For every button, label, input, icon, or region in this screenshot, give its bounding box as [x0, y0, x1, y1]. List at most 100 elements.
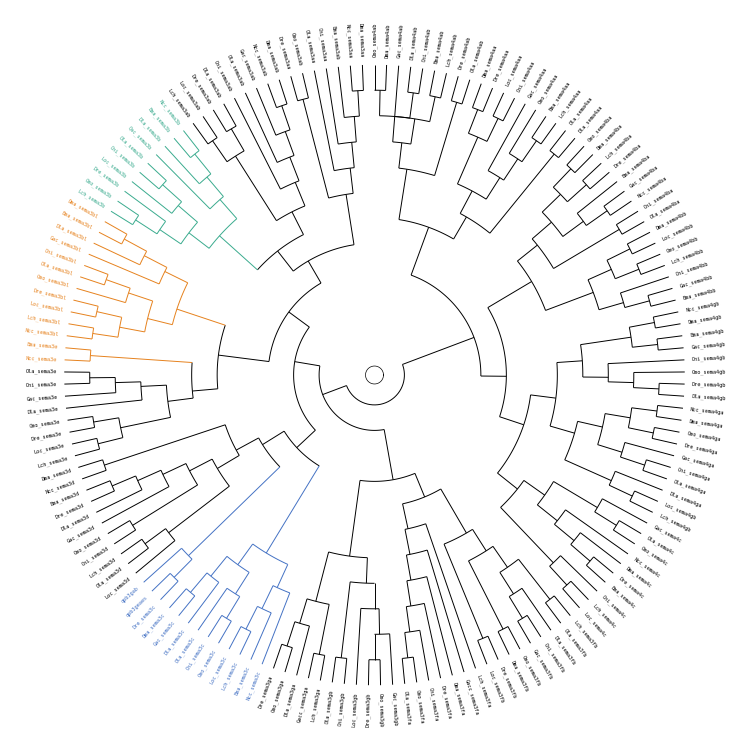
- Text: Oni_sema3c: Oni_sema3c: [185, 642, 207, 671]
- Text: Lch_sema3e: Lch_sema3e: [37, 455, 68, 469]
- Text: Gmo_sema4aa: Gmo_sema4aa: [537, 73, 560, 105]
- Text: Ola_sema3d: Ola_sema3d: [96, 566, 124, 590]
- Text: Lch_sema3fb: Lch_sema3fb: [573, 620, 599, 650]
- Text: Dma_sema3d: Dma_sema3d: [40, 467, 72, 482]
- Text: Dre_sema4c: Dre_sema4c: [617, 576, 645, 600]
- Text: Dre_sema4gb: Dre_sema4gb: [692, 382, 727, 388]
- Text: Ncc_sema3e: Ncc_sema3e: [25, 356, 57, 362]
- Text: Oni_sema4c: Oni_sema4c: [601, 594, 627, 620]
- Text: Ema_sema3e: Ema_sema3e: [27, 341, 58, 350]
- Text: Dma_sema3fa: Dma_sema3fa: [452, 682, 466, 716]
- Text: Ema_sema3d: Ema_sema3d: [49, 490, 81, 507]
- Text: Ncc_sema4ga: Ncc_sema4ga: [690, 406, 725, 416]
- Text: Ola_sema3fa: Ola_sema3fa: [403, 691, 412, 726]
- Text: Dma_sema4ga: Dma_sema4ga: [688, 419, 724, 429]
- Text: Dre_sema3bl: Dre_sema3bl: [32, 287, 67, 301]
- Text: Ema_sema3c: Ema_sema3c: [233, 665, 250, 696]
- Text: Qac_sema3b: Qac_sema3b: [127, 125, 153, 152]
- Text: Dre_sema4ba: Dre_sema4ba: [613, 142, 643, 170]
- Text: Dre_sema3e: Dre_sema3e: [31, 430, 63, 442]
- Text: Ola_sema4ab: Ola_sema4ab: [470, 39, 485, 74]
- Text: Ola_sema3bl: Ola_sema3bl: [40, 261, 74, 277]
- Text: Loc_sema4aa: Loc_sema4aa: [504, 54, 524, 87]
- Text: Dre_sema3c: Dre_sema3c: [132, 603, 157, 630]
- Text: Gmo_sema3fb: Gmo_sema3fb: [521, 654, 542, 687]
- Text: Dla_sema3b: Dla_sema3b: [137, 116, 162, 142]
- Text: Gmo_sema4gb: Gmo_sema4gb: [692, 369, 727, 375]
- Text: Gac_sema3d: Gac_sema3d: [67, 524, 97, 544]
- Text: Loc_sema3bl: Loc_sema3bl: [29, 301, 64, 313]
- Text: Dre_sema4ga: Dre_sema4ga: [684, 443, 718, 456]
- Text: Gmo_sema3b: Gmo_sema3b: [84, 177, 113, 200]
- Text: Gmo_sema3fa: Gmo_sema3fa: [415, 689, 425, 724]
- Text: Ncc_sema4gb: Ncc_sema4gb: [685, 301, 720, 313]
- Text: Dre_sema4ab: Dre_sema4ab: [458, 35, 472, 70]
- Text: Ema_sema4bb: Ema_sema4bb: [682, 287, 717, 301]
- Text: Gmo_sema3gb: Gmo_sema3gb: [378, 692, 384, 727]
- Text: Loc_sema3gb: Loc_sema3gb: [351, 692, 359, 727]
- Text: Gac_sema4c: Gac_sema4c: [652, 524, 682, 544]
- Text: Dla_sema4ga: Dla_sema4ga: [668, 490, 703, 508]
- Text: Ncc_sema4c: Ncc_sema4c: [632, 556, 661, 578]
- Text: Ncc_sema3c: Ncc_sema3c: [246, 670, 262, 701]
- Text: Dre_sema3b: Dre_sema3b: [91, 166, 120, 189]
- Text: Ema_sema4gb: Ema_sema4gb: [689, 328, 724, 338]
- Text: Oni_sema4gb: Oni_sema4gb: [692, 355, 727, 362]
- Text: Gmo_sema3bl: Gmo_sema3bl: [36, 274, 70, 289]
- Text: Lch_sema3bl: Lch_sema3bl: [27, 314, 61, 326]
- Text: Ema_sema3b: Ema_sema3b: [147, 106, 172, 134]
- Text: Dma_sema3c: Dma_sema3c: [142, 611, 166, 639]
- Text: Dla_sema3bl: Dla_sema3bl: [55, 223, 88, 242]
- Text: Ncc_sema3ab: Ncc_sema3ab: [251, 44, 268, 78]
- Text: Ema_sema3bl: Ema_sema3bl: [61, 211, 94, 231]
- Text: Ola_sema4ba: Ola_sema4ba: [649, 199, 682, 220]
- Text: Ncc_sema3d: Ncc_sema3d: [45, 478, 76, 494]
- Text: Gmo_sema4ba: Gmo_sema4ba: [587, 113, 614, 142]
- Text: Oni_sema3gb: Oni_sema3gb: [337, 691, 346, 726]
- Text: Gac_sema4aa: Gac_sema4aa: [527, 66, 548, 99]
- Text: Gac_sema3e: Gac_sema3e: [26, 394, 58, 401]
- Text: Lch_sema3fa: Lch_sema3fa: [476, 674, 492, 709]
- Text: Lch_sema3c: Lch_sema3c: [220, 660, 239, 691]
- Text: Dma_sema3fb: Dma_sema3fb: [510, 660, 530, 694]
- Text: Lch_sema3ab: Lch_sema3ab: [166, 88, 191, 118]
- Text: Loc_sema3e: Loc_sema3e: [34, 443, 65, 455]
- Text: Gacc_sema3fa: Gacc_sema3fa: [464, 679, 479, 716]
- Text: Oni_sema4ba: Oni_sema4ba: [643, 187, 675, 210]
- Text: Dre_sema4aa: Dre_sema4aa: [493, 48, 511, 82]
- Text: Ncc_sema3b: Ncc_sema3b: [157, 98, 181, 127]
- Text: Gmo_sema4ab: Gmo_sema4ab: [372, 23, 377, 57]
- Text: Ncc_sema3bl: Ncc_sema3bl: [25, 328, 60, 338]
- Text: Gmo_sema4c: Gmo_sema4c: [640, 545, 669, 567]
- Text: qpb3gab: qpb3gab: [120, 586, 140, 604]
- Text: Gac_sema3fb: Gac_sema3fb: [532, 648, 554, 681]
- Text: Dla_sema4aa: Dla_sema4aa: [577, 104, 604, 134]
- Text: Ncc_sema4ba: Ncc_sema4ba: [636, 176, 667, 200]
- Text: Ema_sema4ba: Ema_sema4ba: [621, 153, 652, 179]
- Text: Gacc_sema3ga: Gacc_sema3ga: [296, 685, 309, 723]
- Text: Lch_sema3b: Lch_sema3b: [76, 188, 106, 210]
- Text: Ola_sema4aa: Ola_sema4aa: [568, 96, 593, 127]
- Text: Gac_sema3bl: Gac_sema3bl: [49, 236, 83, 254]
- Text: Gmo_sema4bb: Gmo_sema4bb: [666, 236, 700, 254]
- Text: Gac_sema3c: Gac_sema3c: [152, 620, 176, 647]
- Text: Gmo_sema3d: Gmo_sema3d: [73, 535, 103, 556]
- Text: Gac_sema4bb: Gac_sema4bb: [679, 274, 713, 289]
- Text: Ola_sema3b: Ola_sema3b: [118, 135, 145, 160]
- Text: Lch_sema4bb: Lch_sema4bb: [671, 248, 705, 266]
- Text: Ola_sema4c: Ola_sema4c: [646, 535, 676, 556]
- Text: Oni_sema3b: Oni_sema3b: [109, 145, 136, 170]
- Text: Gmo_sema3ga: Gmo_sema3ga: [270, 679, 285, 713]
- Text: Oni_sema3e: Oni_sema3e: [25, 382, 57, 388]
- Text: Oni_sema4ga: Oni_sema4ga: [677, 467, 712, 482]
- Text: Ema_sema4c: Ema_sema4c: [609, 585, 636, 610]
- Text: Oni_sema4aa: Oni_sema4aa: [515, 59, 536, 93]
- Text: Oni_sema3aa: Oni_sema3aa: [317, 27, 328, 62]
- Text: Gac_sema4ba: Gac_sema4ba: [629, 164, 660, 189]
- Text: Dla_sema3e: Dla_sema3e: [27, 406, 59, 416]
- Text: Oni_sema3ab: Oni_sema3ab: [213, 59, 234, 93]
- Text: Dla_sema3fb: Dla_sema3fb: [553, 634, 577, 666]
- Text: Lch_sema4c: Lch_sema4c: [592, 603, 617, 630]
- Text: Dma_sema4ab: Dma_sema4ab: [384, 23, 391, 58]
- Text: Lch_sema4aa: Lch_sema4aa: [558, 88, 583, 118]
